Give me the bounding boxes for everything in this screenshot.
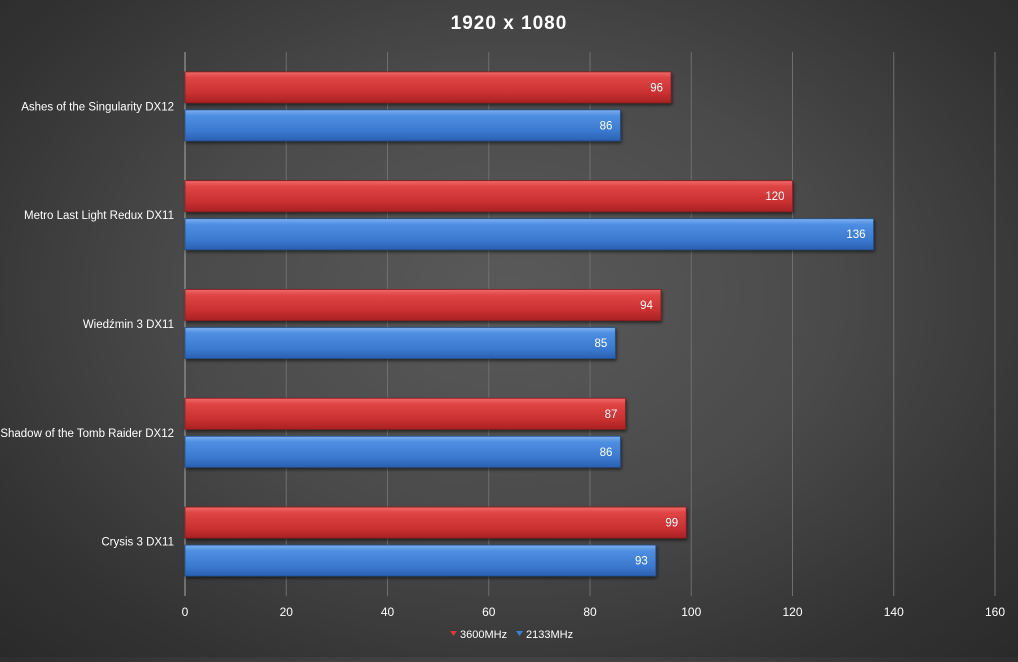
data-label: 99 (665, 518, 678, 530)
category-label: Metro Last Light Redux DX11 (24, 210, 174, 222)
data-label: 86 (600, 120, 613, 132)
category-label: Wiedźmin 3 DX11 (83, 319, 174, 331)
category-axis: Ashes of the Singularity DX12 Metro Last … (0, 101, 174, 548)
bar-3600MHz (184, 289, 662, 321)
bar-2133MHz (184, 544, 657, 577)
bar-2133MHz (184, 109, 621, 142)
data-label: 87 (605, 409, 618, 421)
x-tick-label: 100 (681, 605, 701, 619)
legend-marker (516, 631, 523, 636)
bars-layer: 96 86 120 136 94 85 87 86 99 93 (184, 71, 874, 577)
x-tick-label: 40 (381, 605, 395, 619)
value-axis: 0 20 40 60 80 100 120 140 160 (182, 605, 1006, 619)
data-label: 86 (600, 447, 613, 459)
x-tick-label: 120 (782, 605, 802, 619)
category-label: Crysis 3 DX11 (101, 537, 174, 549)
data-label: 120 (765, 191, 784, 203)
legend-label: 2133MHz (526, 629, 573, 641)
data-label: 96 (650, 82, 663, 94)
x-tick-label: 160 (985, 605, 1005, 619)
category-label: Shadow of the Tomb Raider DX12 (0, 428, 174, 440)
legend-marker (450, 631, 457, 636)
bar-3600MHz (184, 71, 672, 104)
x-tick-label: 80 (583, 605, 597, 619)
x-tick-label: 60 (482, 605, 496, 619)
legend-label: 3600MHz (460, 629, 507, 641)
bar-2133MHz (184, 435, 621, 468)
x-tick-label: 20 (280, 605, 294, 619)
bar-2133MHz (184, 218, 874, 251)
data-label: 94 (640, 300, 653, 312)
data-label: 93 (635, 556, 648, 568)
bar-2133MHz (184, 327, 616, 359)
x-tick-label: 0 (182, 605, 189, 619)
bar-3600MHz (184, 180, 793, 213)
x-tick-label: 140 (884, 605, 904, 619)
grid-layer (184, 52, 996, 596)
data-label: 85 (595, 338, 608, 350)
chart-title: 1920 x 1080 (451, 13, 568, 34)
bar-3600MHz (184, 397, 626, 430)
bar-3600MHz (184, 506, 687, 539)
legend: 3600MHz 2133MHz (450, 629, 573, 641)
category-label: Ashes of the Singularity DX12 (21, 101, 174, 113)
data-label: 136 (846, 229, 865, 241)
